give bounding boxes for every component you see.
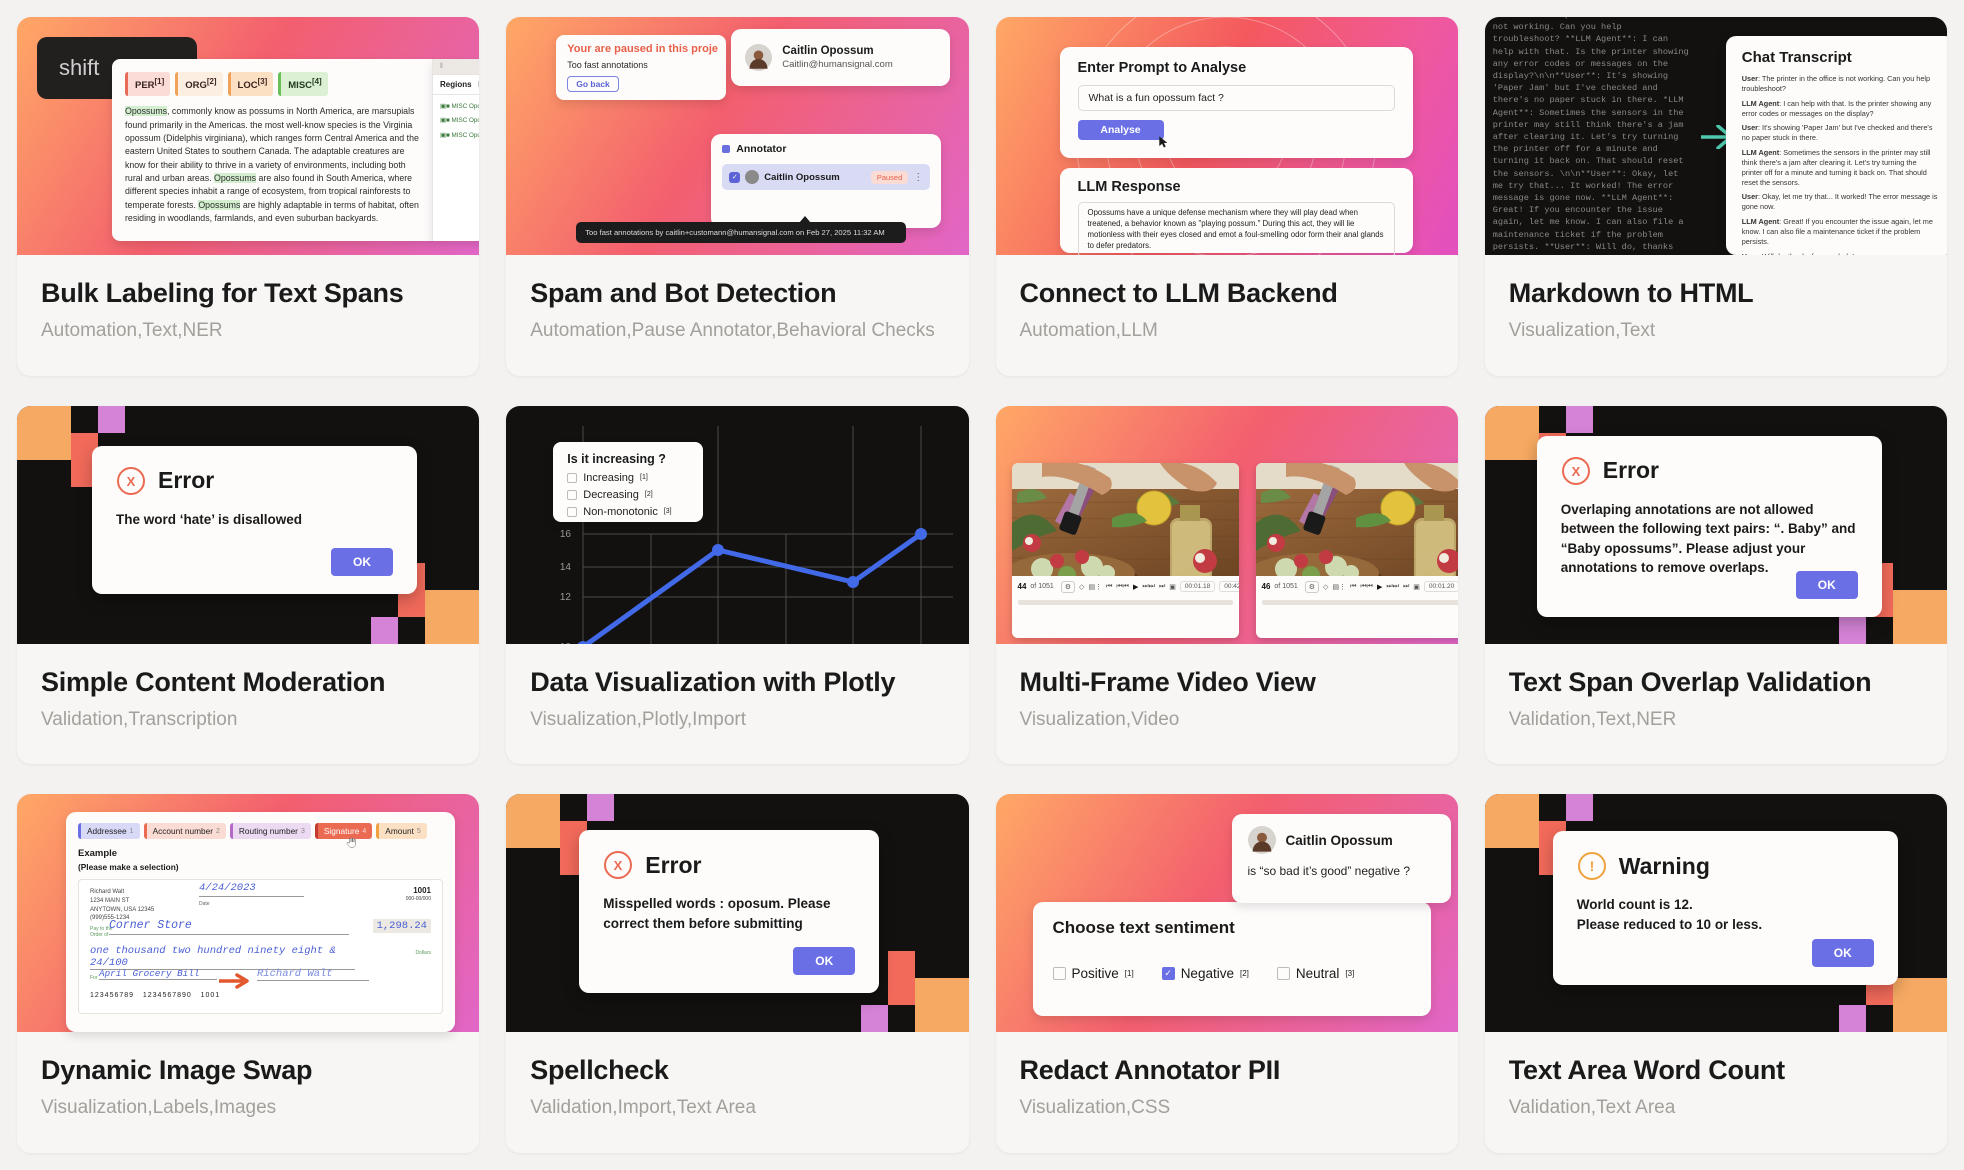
svg-text:12: 12 xyxy=(560,592,572,603)
svg-text:X: X xyxy=(614,858,623,873)
svg-text:10: 10 xyxy=(560,642,572,644)
svg-text:!: ! xyxy=(1589,858,1594,874)
svg-text:X: X xyxy=(1571,464,1580,479)
svg-text:14: 14 xyxy=(560,562,572,573)
svg-text:16: 16 xyxy=(560,529,572,540)
svg-text:X: X xyxy=(127,474,136,489)
